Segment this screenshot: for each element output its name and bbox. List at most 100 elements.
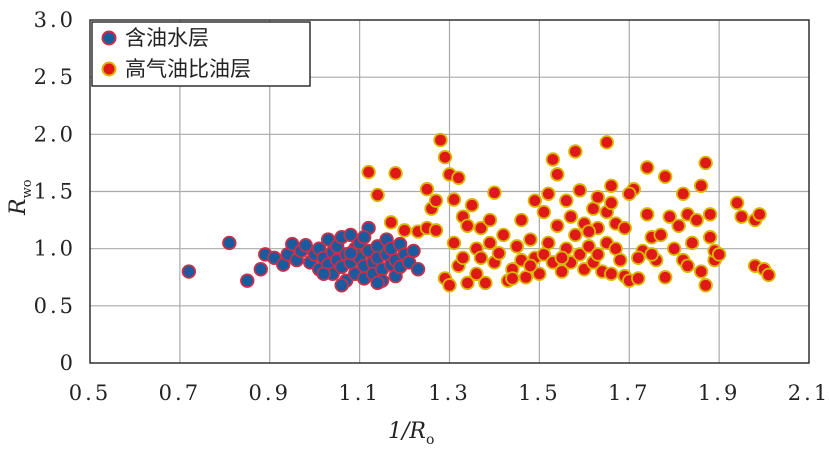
data-point: [370, 275, 385, 291]
data-point: [568, 227, 583, 243]
y-tick-labels: 0 0.5 1.0 1.5 2.0 2.5 3.0: [34, 8, 76, 375]
legend-marker-oil-water: [101, 30, 117, 46]
data-point: [523, 258, 538, 274]
data-point: [541, 186, 556, 201]
data-point: [487, 185, 502, 200]
y-tick-label: 0: [60, 351, 76, 375]
data-point: [406, 243, 421, 259]
data-point: [550, 218, 565, 234]
data-point: [698, 155, 713, 171]
data-point: [455, 250, 471, 266]
data-point: [527, 193, 543, 208]
legend-marker-high-gor: [101, 61, 117, 77]
data-point: [482, 235, 498, 251]
x-tick-label: 1.9: [698, 381, 740, 405]
data-point: [181, 264, 197, 279]
data-point: [693, 178, 709, 193]
data-point: [451, 170, 466, 185]
y-tick-label: 2.0: [34, 122, 76, 146]
data-point: [460, 275, 475, 291]
data-point: [491, 246, 507, 261]
x-tick-label: 2.1: [788, 381, 829, 405]
data-point: [698, 278, 713, 293]
data-point: [613, 252, 628, 268]
data-point: [410, 262, 426, 277]
data-point: [729, 195, 745, 211]
data-point: [334, 278, 349, 293]
data-point: [253, 262, 268, 277]
data-point: [464, 198, 480, 213]
data-point: [361, 164, 376, 180]
x-axis-label: 1/Ro: [388, 419, 434, 448]
y-tick-label: 3.0: [34, 8, 76, 32]
data-point: [514, 212, 529, 228]
x-tick-label: 0.7: [159, 381, 201, 405]
data-point: [532, 266, 547, 282]
data-point: [446, 235, 462, 251]
data-point: [671, 218, 686, 234]
series-high-gor-oil-layer: [361, 132, 776, 293]
data-point: [684, 235, 700, 251]
data-point: [545, 152, 561, 167]
data-point: [640, 160, 655, 175]
data-point: [604, 178, 619, 193]
data-point: [550, 167, 565, 182]
y-tick-label: 1.0: [34, 237, 76, 261]
data-point: [644, 247, 659, 262]
data-point: [702, 207, 718, 222]
data-point: [662, 209, 677, 224]
data-point: [658, 169, 673, 184]
series-oil-water-layer: [181, 220, 426, 293]
data-point: [617, 220, 632, 236]
legend: 含油水层 高气油比油层: [91, 21, 311, 87]
data-point: [460, 218, 475, 234]
data-point: [572, 247, 588, 262]
data-point: [496, 227, 511, 243]
y-tick-label: 0.5: [34, 294, 76, 318]
data-point: [473, 220, 489, 236]
data-point: [604, 266, 619, 282]
data-point: [509, 239, 525, 254]
data-point: [559, 193, 574, 208]
data-point: [298, 238, 313, 253]
data-point: [482, 212, 498, 228]
data-point: [554, 250, 570, 266]
data-point: [680, 258, 695, 274]
data-point: [356, 230, 372, 245]
y-axis-label: Rwo: [6, 179, 35, 216]
data-point: [343, 227, 358, 243]
data-point: [675, 186, 691, 201]
x-tick-label: 1.3: [428, 381, 470, 405]
data-point: [761, 267, 776, 283]
data-point: [446, 192, 462, 207]
plot-frame: [89, 19, 810, 364]
data-point: [581, 239, 597, 254]
data-point: [599, 135, 614, 150]
data-point: [428, 193, 444, 208]
data-point: [711, 247, 727, 262]
data-point: [563, 209, 579, 224]
data-point: [702, 230, 718, 245]
data-point: [523, 232, 538, 247]
data-point: [442, 278, 457, 293]
data-point: [658, 270, 673, 285]
data-point: [631, 250, 646, 266]
y-tick-label: 2.5: [34, 65, 76, 89]
data-point: [240, 273, 255, 288]
data-point: [536, 204, 552, 220]
x-tick-labels: 0.5 0.7 0.9 1.1 1.3 1.5 1.7 1.9 2.1: [69, 381, 829, 405]
data-point: [693, 264, 709, 279]
data-point: [640, 207, 655, 222]
data-point: [631, 271, 646, 286]
data-point: [437, 149, 453, 165]
legend-label-high-gor: 高气油比油层: [125, 57, 251, 81]
data-point: [383, 215, 399, 230]
data-point: [590, 247, 605, 262]
data-point: [433, 132, 448, 148]
data-point: [343, 246, 358, 261]
data-point: [581, 224, 597, 239]
legend-label-oil-water: 含油水层: [125, 26, 209, 50]
x-tick-label: 1.1: [338, 381, 380, 405]
y-tick-label: 1.5: [34, 180, 76, 204]
